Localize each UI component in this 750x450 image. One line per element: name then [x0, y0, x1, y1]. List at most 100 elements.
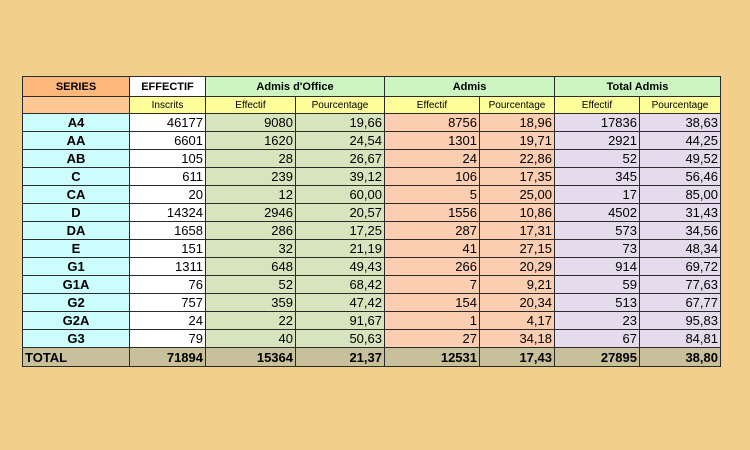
inscrits-cell[interactable]: 46177	[129, 113, 206, 132]
inscrits-subheader[interactable]: Inscrits	[129, 96, 206, 114]
series-cell[interactable]: A4	[22, 113, 130, 132]
admis-effectif-cell[interactable]: 1	[384, 311, 480, 330]
office-effectif-cell[interactable]: 9080	[205, 113, 296, 132]
office-effectif-cell[interactable]: 32	[205, 239, 296, 258]
admis-effectif-cell[interactable]: 41	[384, 239, 480, 258]
total-pourcentage-subheader[interactable]: Pourcentage	[639, 96, 721, 114]
office-effectif-cell[interactable]: 648	[205, 257, 296, 276]
inscrits-cell[interactable]: 24	[129, 311, 206, 330]
total-effectif-cell[interactable]: 2921	[554, 131, 640, 150]
total-admis-header[interactable]: Total Admis	[554, 76, 721, 97]
office-effectif-cell[interactable]: 239	[205, 167, 296, 186]
series-cell[interactable]: CA	[22, 185, 130, 204]
total-pourcentage-cell[interactable]: 56,46	[639, 167, 721, 186]
total-total-effectif-cell[interactable]: 27895	[554, 347, 640, 367]
admis-effectif-cell[interactable]: 154	[384, 293, 480, 312]
office-pourcentage-cell[interactable]: 91,67	[295, 311, 385, 330]
admis-header[interactable]: Admis	[384, 76, 555, 97]
admis-effectif-cell[interactable]: 1556	[384, 203, 480, 222]
total-effectif-cell[interactable]: 513	[554, 293, 640, 312]
admis-effectif-cell[interactable]: 5	[384, 185, 480, 204]
office-effectif-cell[interactable]: 22	[205, 311, 296, 330]
office-effectif-cell[interactable]: 2946	[205, 203, 296, 222]
series-cell[interactable]: G1A	[22, 275, 130, 294]
office-pourcentage-cell[interactable]: 39,12	[295, 167, 385, 186]
office-pourcentage-cell[interactable]: 50,63	[295, 329, 385, 348]
admis-pourcentage-cell[interactable]: 19,71	[479, 131, 555, 150]
total-pourcentage-cell[interactable]: 44,25	[639, 131, 721, 150]
admis-effectif-cell[interactable]: 266	[384, 257, 480, 276]
office-pourcentage-cell[interactable]: 17,25	[295, 221, 385, 240]
total-effectif-cell[interactable]: 23	[554, 311, 640, 330]
total-admis-pourcentage-cell[interactable]: 17,43	[479, 347, 555, 367]
admis-pourcentage-cell[interactable]: 34,18	[479, 329, 555, 348]
inscrits-cell[interactable]: 76	[129, 275, 206, 294]
admis-effectif-cell[interactable]: 1301	[384, 131, 480, 150]
total-admis-effectif-cell[interactable]: 12531	[384, 347, 480, 367]
series-cell[interactable]: G3	[22, 329, 130, 348]
series-cell[interactable]: AA	[22, 131, 130, 150]
admis-effectif-cell[interactable]: 287	[384, 221, 480, 240]
total-effectif-cell[interactable]: 52	[554, 149, 640, 168]
office-effectif-cell[interactable]: 40	[205, 329, 296, 348]
series-cell[interactable]: D	[22, 203, 130, 222]
admis-office-header[interactable]: Admis d'Office	[205, 76, 385, 97]
total-pourcentage-cell[interactable]: 38,63	[639, 113, 721, 132]
series-cell[interactable]: DA	[22, 221, 130, 240]
inscrits-cell[interactable]: 6601	[129, 131, 206, 150]
admis-pourcentage-cell[interactable]: 22,86	[479, 149, 555, 168]
office-pourcentage-cell[interactable]: 20,57	[295, 203, 385, 222]
office-pourcentage-cell[interactable]: 49,43	[295, 257, 385, 276]
admis-effectif-subheader[interactable]: Effectif	[384, 96, 480, 114]
series-cell[interactable]: G2A	[22, 311, 130, 330]
office-pourcentage-cell[interactable]: 47,42	[295, 293, 385, 312]
office-pourcentage-subheader[interactable]: Pourcentage	[295, 96, 385, 114]
admis-pourcentage-cell[interactable]: 9,21	[479, 275, 555, 294]
effectif-header[interactable]: EFFECTIF	[129, 76, 206, 97]
admis-pourcentage-cell[interactable]: 18,96	[479, 113, 555, 132]
admis-pourcentage-cell[interactable]: 17,35	[479, 167, 555, 186]
admis-effectif-cell[interactable]: 24	[384, 149, 480, 168]
total-effectif-cell[interactable]: 4502	[554, 203, 640, 222]
admis-pourcentage-cell[interactable]: 10,86	[479, 203, 555, 222]
total-effectif-cell[interactable]: 914	[554, 257, 640, 276]
total-pourcentage-cell[interactable]: 85,00	[639, 185, 721, 204]
total-effectif-cell[interactable]: 17	[554, 185, 640, 204]
total-pourcentage-cell[interactable]: 84,81	[639, 329, 721, 348]
inscrits-cell[interactable]: 1658	[129, 221, 206, 240]
office-pourcentage-cell[interactable]: 19,66	[295, 113, 385, 132]
admis-pourcentage-cell[interactable]: 20,29	[479, 257, 555, 276]
total-effectif-cell[interactable]: 345	[554, 167, 640, 186]
admis-effectif-cell[interactable]: 27	[384, 329, 480, 348]
office-effectif-cell[interactable]: 286	[205, 221, 296, 240]
admis-effectif-cell[interactable]: 106	[384, 167, 480, 186]
series-header[interactable]: SERIES	[22, 76, 130, 97]
total-pourcentage-cell[interactable]: 49,52	[639, 149, 721, 168]
office-pourcentage-cell[interactable]: 60,00	[295, 185, 385, 204]
total-pourcentage-cell[interactable]: 31,43	[639, 203, 721, 222]
office-effectif-cell[interactable]: 52	[205, 275, 296, 294]
admis-pourcentage-subheader[interactable]: Pourcentage	[479, 96, 555, 114]
total-pourcentage-cell[interactable]: 95,83	[639, 311, 721, 330]
inscrits-cell[interactable]: 14324	[129, 203, 206, 222]
series-cell[interactable]: E	[22, 239, 130, 258]
total-pourcentage-cell[interactable]: 77,63	[639, 275, 721, 294]
admis-pourcentage-cell[interactable]: 25,00	[479, 185, 555, 204]
total-inscrits-cell[interactable]: 71894	[129, 347, 206, 367]
series-cell[interactable]: G1	[22, 257, 130, 276]
series-subheader-blank[interactable]	[22, 96, 130, 114]
admis-pourcentage-cell[interactable]: 17,31	[479, 221, 555, 240]
total-pourcentage-cell[interactable]: 67,77	[639, 293, 721, 312]
series-cell[interactable]: C	[22, 167, 130, 186]
total-effectif-cell[interactable]: 73	[554, 239, 640, 258]
admis-pourcentage-cell[interactable]: 4,17	[479, 311, 555, 330]
admis-pourcentage-cell[interactable]: 27,15	[479, 239, 555, 258]
inscrits-cell[interactable]: 611	[129, 167, 206, 186]
total-effectif-cell[interactable]: 59	[554, 275, 640, 294]
total-pourcentage-cell[interactable]: 69,72	[639, 257, 721, 276]
admis-effectif-cell[interactable]: 7	[384, 275, 480, 294]
total-effectif-cell[interactable]: 573	[554, 221, 640, 240]
total-effectif-subheader[interactable]: Effectif	[554, 96, 640, 114]
office-effectif-cell[interactable]: 1620	[205, 131, 296, 150]
office-pourcentage-cell[interactable]: 21,19	[295, 239, 385, 258]
